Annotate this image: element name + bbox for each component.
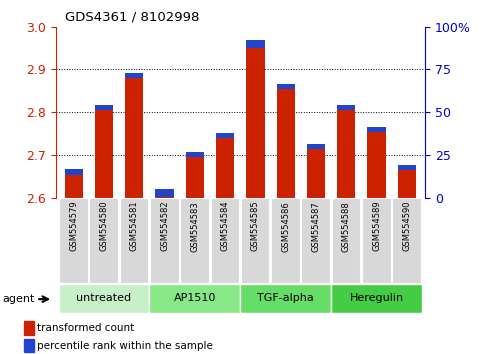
Text: GSM554587: GSM554587 xyxy=(312,201,321,252)
Bar xyxy=(398,165,416,170)
Text: GSM554585: GSM554585 xyxy=(251,201,260,251)
FancyBboxPatch shape xyxy=(180,198,209,283)
Text: GSM554580: GSM554580 xyxy=(99,201,109,251)
Bar xyxy=(216,138,234,198)
Text: GSM554588: GSM554588 xyxy=(342,201,351,252)
Text: agent: agent xyxy=(2,294,35,304)
Text: GSM554582: GSM554582 xyxy=(160,201,169,251)
Bar xyxy=(186,152,204,158)
Text: TGF-alpha: TGF-alpha xyxy=(257,293,314,303)
Bar xyxy=(307,144,325,149)
Text: GSM554579: GSM554579 xyxy=(69,201,78,251)
Bar xyxy=(246,40,265,48)
Text: AP1510: AP1510 xyxy=(174,293,216,303)
FancyBboxPatch shape xyxy=(149,284,240,313)
Bar xyxy=(368,127,385,132)
Bar xyxy=(156,189,174,198)
Text: transformed count: transformed count xyxy=(37,323,134,333)
Text: GSM554590: GSM554590 xyxy=(402,201,412,251)
Bar xyxy=(95,105,113,110)
Text: GSM554589: GSM554589 xyxy=(372,201,381,251)
FancyBboxPatch shape xyxy=(89,198,118,283)
Text: GSM554581: GSM554581 xyxy=(130,201,139,251)
Bar xyxy=(65,175,83,198)
Bar xyxy=(95,110,113,198)
FancyBboxPatch shape xyxy=(150,198,179,283)
Text: percentile rank within the sample: percentile rank within the sample xyxy=(37,341,213,350)
FancyBboxPatch shape xyxy=(392,198,421,283)
Text: untreated: untreated xyxy=(76,293,131,303)
FancyBboxPatch shape xyxy=(331,284,422,313)
FancyBboxPatch shape xyxy=(271,198,299,283)
Bar xyxy=(125,78,143,198)
Text: GSM554586: GSM554586 xyxy=(281,201,290,252)
FancyBboxPatch shape xyxy=(211,198,239,283)
Text: Heregulin: Heregulin xyxy=(350,293,404,303)
FancyBboxPatch shape xyxy=(332,198,360,283)
Bar xyxy=(337,110,355,198)
Bar xyxy=(277,89,295,198)
Bar xyxy=(125,73,143,78)
Bar xyxy=(216,133,234,138)
FancyBboxPatch shape xyxy=(301,198,330,283)
FancyBboxPatch shape xyxy=(59,198,87,283)
FancyBboxPatch shape xyxy=(362,198,391,283)
Bar xyxy=(24,339,34,352)
Bar xyxy=(337,105,355,110)
Bar xyxy=(368,132,385,198)
FancyBboxPatch shape xyxy=(241,284,331,313)
Bar xyxy=(65,170,83,175)
Text: GDS4361 / 8102998: GDS4361 / 8102998 xyxy=(65,11,199,24)
Bar xyxy=(186,158,204,198)
Bar xyxy=(24,321,34,335)
Bar xyxy=(307,149,325,198)
Bar xyxy=(246,48,265,198)
Bar xyxy=(277,84,295,89)
FancyBboxPatch shape xyxy=(58,284,149,313)
Text: GSM554584: GSM554584 xyxy=(221,201,229,251)
Bar xyxy=(398,170,416,198)
FancyBboxPatch shape xyxy=(120,198,148,283)
Text: GSM554583: GSM554583 xyxy=(190,201,199,252)
FancyBboxPatch shape xyxy=(241,198,270,283)
